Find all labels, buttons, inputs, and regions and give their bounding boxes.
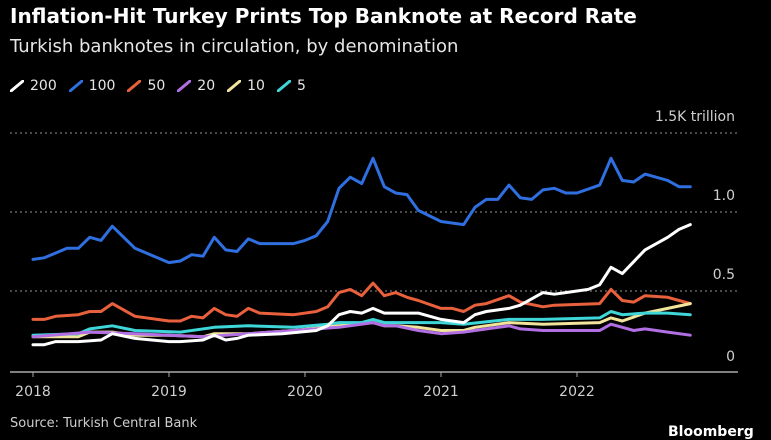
y-tick-label: 1.5K trillion bbox=[655, 109, 735, 125]
legend-swatch-icon bbox=[10, 80, 24, 92]
legend-item-5: 5 bbox=[276, 78, 306, 94]
source-note: Source: Turkish Central Bank bbox=[10, 416, 198, 431]
legend-item-200: 200 bbox=[10, 78, 57, 94]
x-tick-label: 2019 bbox=[151, 384, 187, 400]
legend-label: 50 bbox=[147, 78, 166, 94]
legend-item-100: 100 bbox=[68, 78, 116, 94]
legend-swatch-icon bbox=[68, 80, 83, 92]
legend-item-50: 50 bbox=[127, 78, 165, 94]
legend-label: 10 bbox=[247, 78, 265, 94]
x-tick-label: 2022 bbox=[559, 384, 595, 400]
series-line-5 bbox=[31, 310, 692, 337]
y-tick-label: 0 bbox=[726, 349, 735, 365]
legend-swatch-icon bbox=[127, 80, 142, 92]
x-tick-label: 2018 bbox=[15, 384, 51, 400]
legend-label: 5 bbox=[296, 78, 306, 94]
legend-label: 200 bbox=[30, 78, 57, 94]
legend-label: 20 bbox=[197, 78, 216, 94]
legend-swatch-icon bbox=[276, 80, 291, 92]
x-tick-label: 2020 bbox=[287, 384, 323, 400]
legend-label: 100 bbox=[88, 78, 116, 94]
y-tick-label: 1.0 bbox=[713, 188, 735, 204]
series-line-200 bbox=[31, 223, 692, 347]
legend-item-10: 10 bbox=[227, 78, 265, 94]
y-tick-label: 0.5 bbox=[713, 267, 735, 283]
series-line-20 bbox=[31, 321, 692, 339]
series-line-100 bbox=[31, 156, 692, 265]
chart-subtitle: Turkish banknotes in circulation, by den… bbox=[10, 36, 459, 57]
legend-swatch-icon bbox=[177, 80, 192, 92]
legend: 200 100 50 20 10 5 bbox=[10, 78, 306, 94]
legend-swatch-icon bbox=[227, 80, 242, 92]
bloomberg-logo: Bloomberg bbox=[668, 424, 754, 440]
chart-title: Inflation-Hit Turkey Prints Top Banknote… bbox=[10, 4, 637, 28]
x-tick-label: 2021 bbox=[423, 384, 459, 400]
legend-item-20: 20 bbox=[177, 78, 215, 94]
series-line-50 bbox=[31, 281, 692, 323]
